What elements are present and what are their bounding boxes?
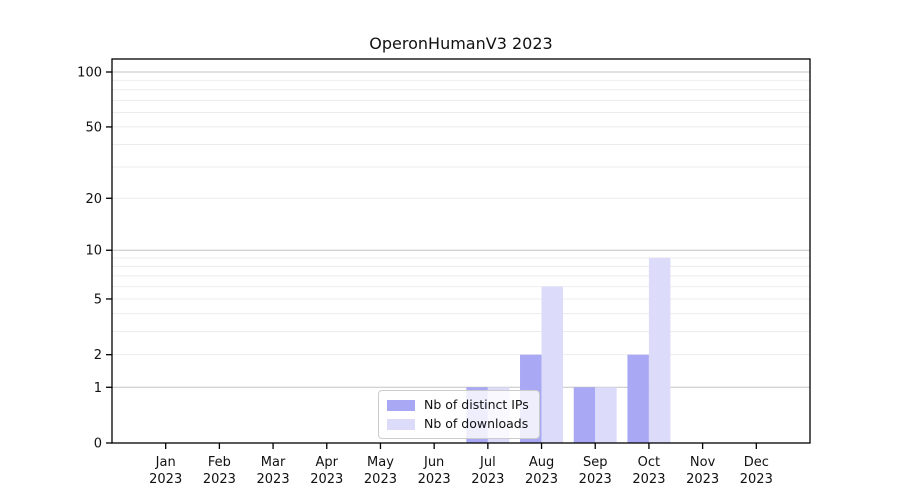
bar-downloads-oct: [648, 257, 671, 443]
x-tick-label-oct: Oct 2023: [632, 455, 665, 487]
bar-downloads-sep: [595, 387, 617, 443]
x-tick-label-jul: Jul 2023: [471, 455, 504, 487]
y-tick-label-5: 5: [94, 292, 102, 307]
x-tick-label-jan: Jan 2023: [149, 455, 182, 487]
legend-swatch-distinct-ips: [387, 399, 415, 411]
legend-label-downloads: Nb of downloads: [424, 416, 529, 431]
y-tick-label-10: 10: [85, 244, 102, 259]
legend: Nb of distinct IPs Nb of downloads: [378, 390, 540, 439]
x-tick-label-mar: Mar 2023: [257, 455, 290, 487]
x-tick-label-dec: Dec 2023: [740, 455, 773, 487]
x-tick-label-sep: Sep 2023: [579, 455, 612, 487]
plot-border: [111, 58, 811, 444]
bar-downloads-aug: [541, 286, 564, 443]
x-tick-label-feb: Feb 2023: [203, 455, 236, 487]
legend-label-distinct-ips: Nb of distinct IPs: [424, 397, 529, 412]
x-tick-label-may: May 2023: [364, 455, 397, 487]
legend-swatch-downloads: [387, 418, 415, 430]
legend-item-distinct-ips: Nb of distinct IPs: [387, 397, 529, 413]
y-tick-label-1: 1: [94, 381, 102, 396]
x-tick-label-jun: Jun 2023: [418, 455, 451, 487]
chart-title: OperonHumanV3 2023: [369, 34, 553, 53]
bar-distinct-ips-sep: [573, 387, 596, 443]
bar-distinct-ips-oct: [627, 354, 649, 443]
x-tick-label-nov: Nov 2023: [686, 455, 719, 487]
y-tick-label-50: 50: [85, 120, 102, 135]
x-tick-label-apr: Apr 2023: [310, 455, 343, 487]
legend-item-downloads: Nb of downloads: [387, 416, 529, 432]
y-tick-label-2: 2: [94, 348, 102, 363]
x-tick-label-aug: Aug 2023: [525, 455, 558, 487]
y-tick-label-0: 0: [94, 437, 102, 452]
y-tick-label-20: 20: [85, 192, 102, 207]
y-tick-label-100: 100: [77, 66, 102, 81]
